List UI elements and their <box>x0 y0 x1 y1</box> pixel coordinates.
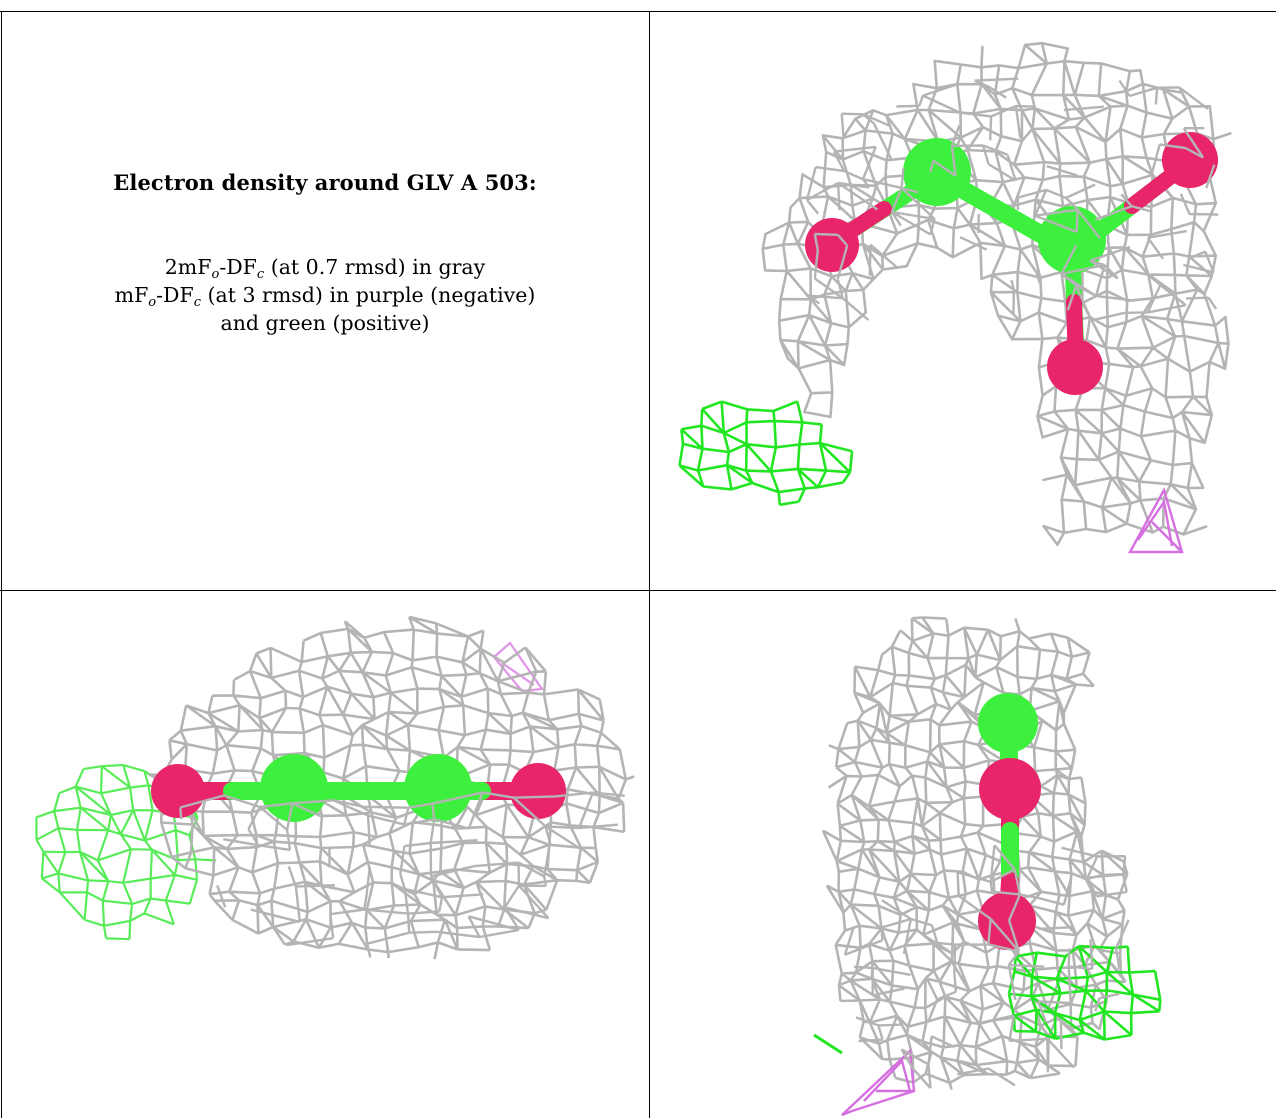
caption-line-colors: and green (positive) <box>220 311 430 335</box>
positive-density-mesh <box>678 400 854 507</box>
density-view-top-right <box>652 12 1274 589</box>
oxygen-atom <box>510 763 566 819</box>
gray-density-mesh <box>761 41 1232 546</box>
mesh-lines <box>821 616 1129 1090</box>
gray-density-mesh-front <box>843 844 1130 1089</box>
mesh-lines <box>35 763 217 941</box>
mesh-lines <box>678 400 854 507</box>
mesh-lines <box>179 791 625 958</box>
carbon-atom <box>260 754 328 822</box>
gray-density-mesh-front <box>179 791 625 958</box>
caption-line-fofc: mFo-DFc (at 3 rmsd) in purple (negative) <box>114 283 536 310</box>
caption-body: 2mFo-DFc (at 0.7 rmsd) in gray mFo-DFc (… <box>115 253 536 337</box>
oxygen-atom <box>978 892 1036 950</box>
oxygen-atom <box>805 218 859 272</box>
oxygen-atom <box>151 764 205 818</box>
density-view-bottom-right <box>652 591 1274 1118</box>
table-left-border <box>1 11 2 1118</box>
table-center-border <box>649 11 650 1118</box>
mesh-lines <box>843 844 1130 1089</box>
gray-density-mesh-front <box>805 77 1219 322</box>
carbon-atom <box>404 754 472 822</box>
density-render-bottom-left <box>35 615 635 960</box>
caption-line-2fofc: 2mFo-DFc (at 0.7 rmsd) in gray <box>164 255 486 282</box>
ligand-model <box>978 693 1041 950</box>
oxygen-atom <box>979 758 1041 820</box>
table-top-border <box>0 11 1276 12</box>
negative-density-mesh <box>813 1033 916 1117</box>
density-render-bottom-right <box>813 616 1162 1117</box>
negative-density-mesh <box>492 641 544 693</box>
caption-title: Electron density around GLV A 503: <box>113 170 537 195</box>
mesh-lines <box>761 41 1232 546</box>
mesh-lines <box>805 77 1219 322</box>
negative-density-mesh <box>1127 486 1184 554</box>
caption-cell: Electron density around GLV A 503: 2mFo-… <box>2 12 648 588</box>
carbon-atom <box>978 693 1038 753</box>
density-render-top-right <box>678 41 1232 554</box>
carbon-atom <box>903 138 971 206</box>
oxygen-atom <box>1047 339 1103 395</box>
density-view-bottom-left <box>2 591 648 1118</box>
table-middle-border <box>0 590 1276 591</box>
positive-density-mesh <box>35 763 217 941</box>
gray-density-mesh <box>821 616 1129 1090</box>
